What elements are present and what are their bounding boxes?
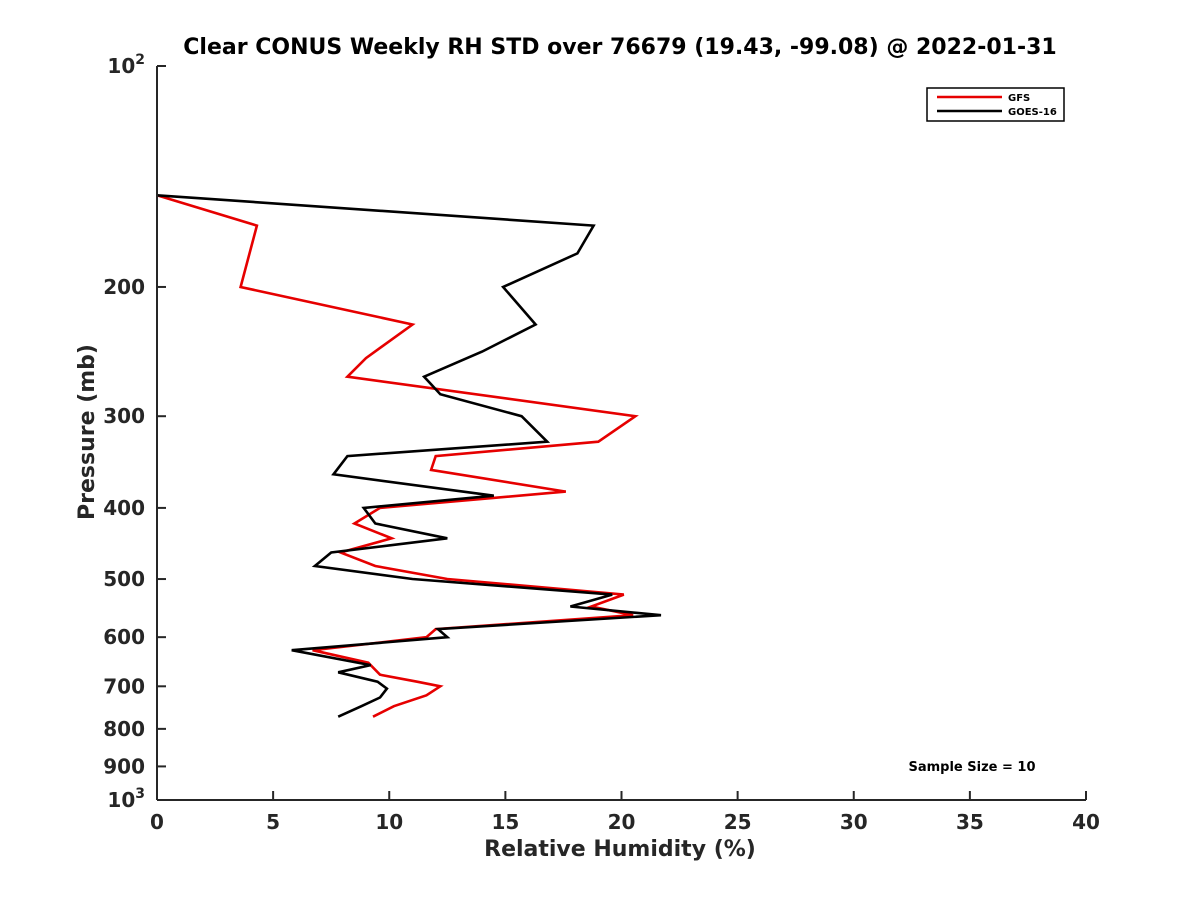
y-tick-label: 102: [107, 52, 145, 78]
series-layer: [156, 194, 662, 718]
legend-box: [926, 87, 1065, 122]
legend-label: GFS: [1008, 93, 1030, 104]
series-line-gfs: [156, 194, 639, 718]
x-axis-label: Relative Humidity (%): [484, 837, 756, 862]
y-tick-label: 103: [107, 786, 145, 812]
y-tick-label: 800: [103, 717, 145, 741]
legend-label: GOES-16: [1008, 107, 1057, 118]
y-tick-label: 900: [103, 754, 145, 778]
x-tick-label: 5: [266, 810, 280, 834]
x-tick-label: 0: [150, 810, 164, 834]
x-tick-label: 30: [840, 810, 868, 834]
y-axis-label: Pressure (mb): [75, 344, 100, 520]
y-tick-label: 500: [103, 567, 145, 591]
y-tick-label: 400: [103, 496, 145, 520]
legend: GFS GOES-16: [926, 87, 1065, 122]
x-tick-label: 15: [491, 810, 519, 834]
x-tick-label: 20: [608, 810, 636, 834]
y-tick-label: 200: [103, 275, 145, 299]
x-tick-label: 10: [375, 810, 403, 834]
x-tick-label: 40: [1072, 810, 1100, 834]
y-tick-label: 600: [103, 625, 145, 649]
y-tick-label: 700: [103, 674, 145, 698]
series-line-goes-16: [156, 194, 662, 718]
chart-title: Clear CONUS Weekly RH STD over 76679 (19…: [183, 35, 1056, 60]
x-tick-label: 35: [956, 810, 984, 834]
legend-items: GFS GOES-16: [937, 93, 1057, 118]
ticks-layer: 0 5 10 15 20 25 30 35 40 102 200 300 400 500 600 700 800…: [103, 52, 1100, 834]
y-tick-label: 300: [103, 404, 145, 428]
sample-size-annotation: Sample Size = 10: [908, 760, 1035, 775]
x-tick-label: 25: [724, 810, 752, 834]
